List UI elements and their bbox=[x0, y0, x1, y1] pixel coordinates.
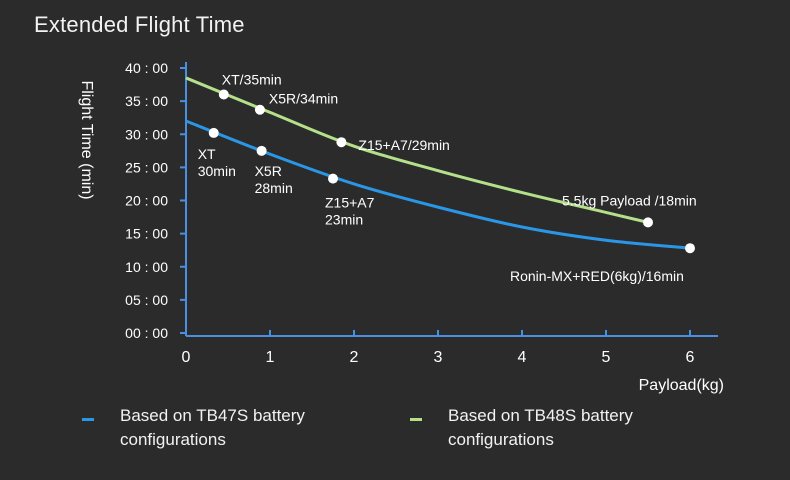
data-label-line: XT/35min bbox=[222, 72, 282, 88]
y-axis-label: Flight Time (min) bbox=[78, 80, 95, 199]
series-line-tb48s bbox=[185, 76, 649, 224]
data-label-line: Z15+A7/29min bbox=[358, 137, 449, 153]
y-tick-label: 30 : 00 bbox=[125, 126, 168, 142]
legend-line-2: configurations bbox=[120, 430, 226, 449]
data-label-tb48s: 5.5kg Payload /18min bbox=[562, 192, 697, 208]
x-tick-label: 4 bbox=[518, 349, 527, 366]
data-label-tb48s: Z15+A7/29min bbox=[358, 137, 449, 153]
y-tick-label: 20 : 00 bbox=[125, 193, 168, 209]
x-tick-label: 5 bbox=[602, 349, 611, 366]
data-label-tb47s: XT 30min bbox=[198, 146, 236, 179]
series-layer: XT 30min X5R 28min Z15+A7 23min Ronin-MX+RED(6… bbox=[185, 72, 697, 284]
x-tick-label: 6 bbox=[686, 349, 695, 366]
y-tick-label: 00 : 00 bbox=[125, 325, 168, 341]
x-tick-label: 2 bbox=[350, 349, 359, 366]
data-label-line: XT bbox=[198, 146, 216, 162]
legend-line-2: configurations bbox=[448, 430, 554, 449]
data-label-line: 23min bbox=[325, 212, 363, 228]
legend-line-1: Based on TB47S battery bbox=[120, 406, 305, 425]
data-label-tb48s: X5R/34min bbox=[269, 91, 338, 107]
data-label-line: 30min bbox=[198, 163, 236, 179]
data-point-tb48s bbox=[254, 104, 265, 115]
data-label-line: 28min bbox=[255, 180, 293, 196]
x-tick-label: 1 bbox=[266, 349, 275, 366]
y-tick-label: 40 : 00 bbox=[125, 60, 168, 76]
data-label-tb47s: X5R 28min bbox=[255, 163, 293, 196]
data-point-tb47s bbox=[208, 127, 219, 138]
y-axis-ticks: 00 : 00 05 : 00 10 : 00 15 : 00 20 : 00 25 : … bbox=[125, 60, 186, 341]
data-label-line: X5R bbox=[255, 163, 282, 179]
data-label-tb47s: Z15+A7 23min bbox=[325, 195, 375, 228]
data-point-tb47s bbox=[328, 173, 338, 184]
y-tick-label: 25 : 00 bbox=[125, 159, 168, 175]
data-label-tb47s: Ronin-MX+RED(6kg)/16min bbox=[510, 268, 684, 284]
x-tick-label: 3 bbox=[434, 349, 443, 366]
data-point-tb47s bbox=[256, 145, 267, 156]
legend-swatch-green bbox=[410, 418, 422, 421]
legend-text-tb47s: Based on TB47S battery configurations bbox=[120, 404, 360, 452]
legend-item-tb47s: Based on TB47S battery configurations bbox=[82, 404, 360, 452]
data-label-line: X5R/34min bbox=[269, 91, 338, 107]
legend-swatch-blue bbox=[82, 418, 94, 421]
series-line-tb47s bbox=[185, 119, 691, 250]
y-tick-label: 10 : 00 bbox=[125, 259, 168, 275]
x-axis-label: Payload(kg) bbox=[639, 377, 724, 394]
legend-text-tb48s: Based on TB48S battery configurations bbox=[448, 404, 688, 452]
data-point-tb47s bbox=[685, 243, 695, 254]
legend-item-tb48s: Based on TB48S battery configurations bbox=[410, 404, 688, 452]
data-point-tb48s bbox=[218, 89, 229, 100]
y-tick-label: 15 : 00 bbox=[125, 226, 168, 242]
y-tick-label: 05 : 00 bbox=[125, 292, 168, 308]
data-label-line: Ronin-MX+RED(6kg)/16min bbox=[510, 268, 684, 284]
data-label-line: 5.5kg Payload /18min bbox=[562, 192, 697, 208]
data-label-line: Z15+A7 bbox=[325, 195, 375, 211]
data-label-tb48s: XT/35min bbox=[222, 72, 282, 88]
x-tick-label: 0 bbox=[182, 349, 191, 366]
legend-line-1: Based on TB48S battery bbox=[448, 406, 633, 425]
chart-title: Extended Flight Time bbox=[34, 12, 245, 37]
data-point-tb48s bbox=[336, 137, 347, 148]
y-tick-label: 35 : 00 bbox=[125, 93, 168, 109]
data-point-tb48s bbox=[643, 217, 653, 228]
